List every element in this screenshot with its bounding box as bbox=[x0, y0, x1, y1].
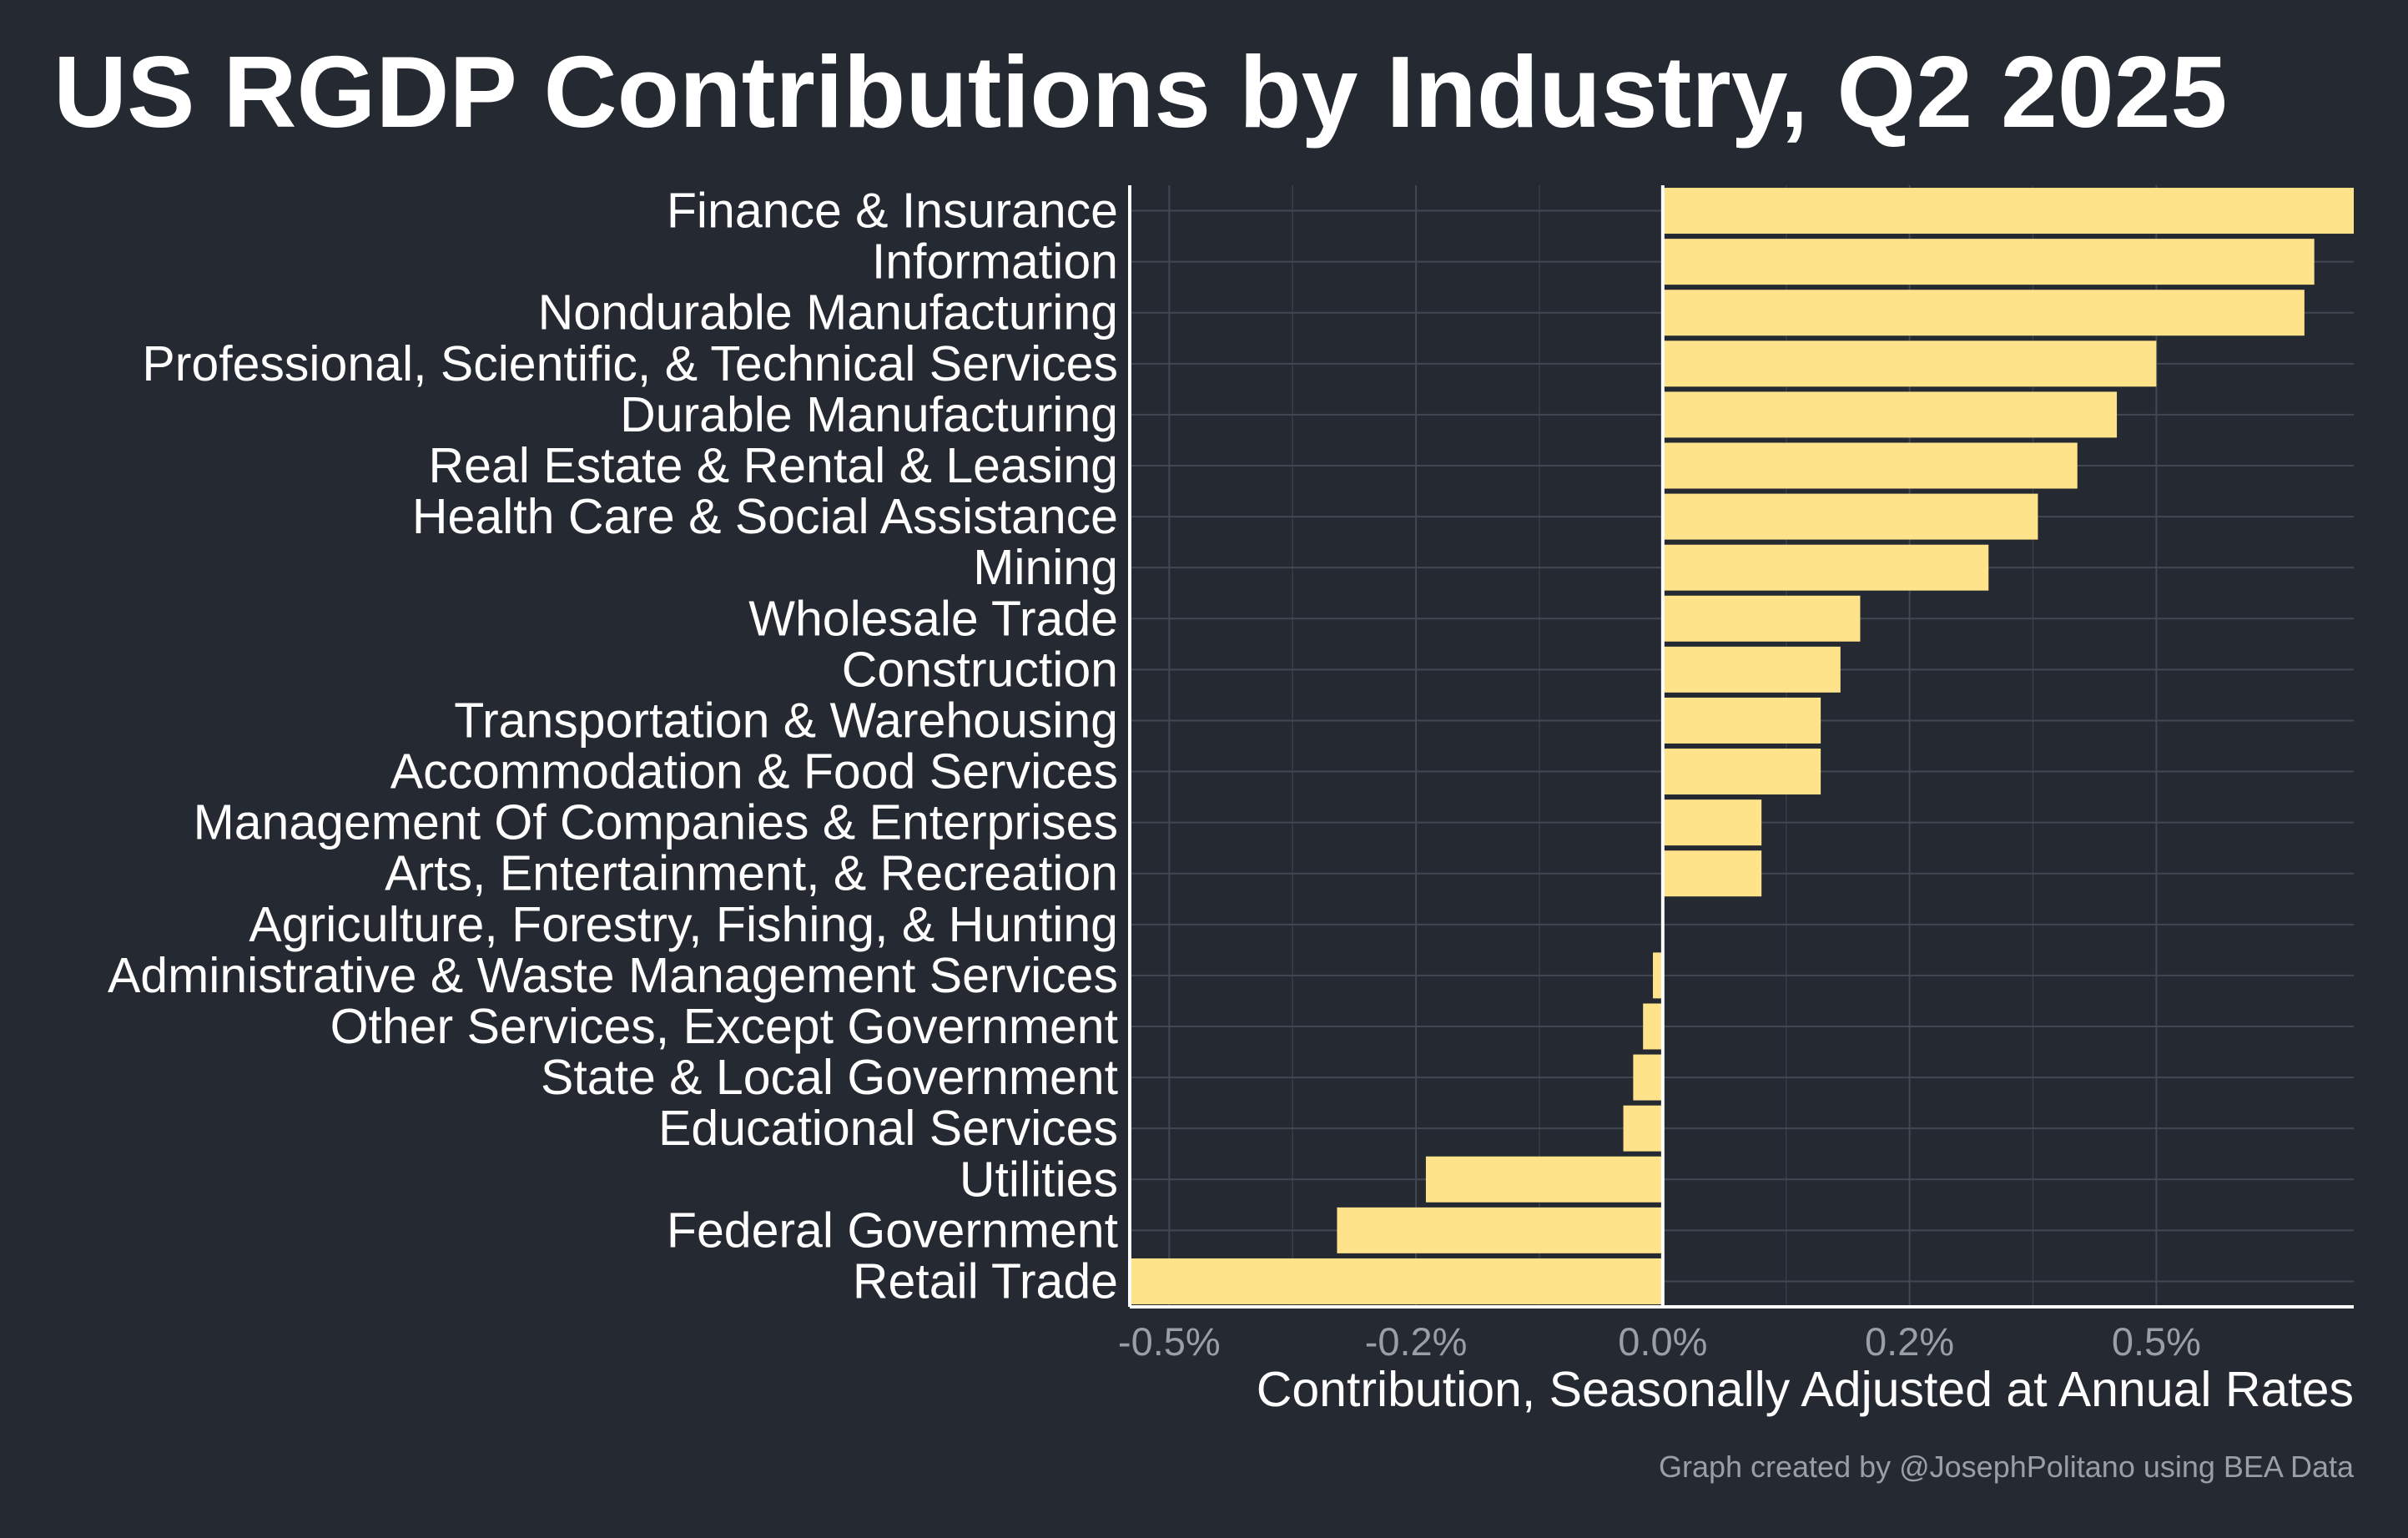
source-caption: Graph created by @JosephPolitano using B… bbox=[1659, 1450, 2355, 1484]
chart-title: US RGDP Contributions by Industry, Q2 20… bbox=[53, 35, 2228, 149]
bar bbox=[1633, 1054, 1663, 1101]
bar bbox=[1643, 1003, 1663, 1050]
category-label: Other Services, Except Government bbox=[330, 999, 1118, 1054]
bar bbox=[1662, 749, 1821, 795]
x-tick-label: -0.5% bbox=[1118, 1319, 1221, 1364]
category-label: Professional, Scientific, & Technical Se… bbox=[142, 336, 1118, 391]
bar bbox=[1662, 544, 1989, 591]
category-labels: Finance & InsuranceInformationNondurable… bbox=[108, 184, 1118, 1309]
category-label: Wholesale Trade bbox=[748, 591, 1118, 646]
category-label: Finance & Insurance bbox=[667, 184, 1118, 239]
category-label: Retail Trade bbox=[853, 1253, 1118, 1309]
bar bbox=[1425, 1156, 1663, 1203]
category-label: Durable Manufacturing bbox=[620, 387, 1118, 442]
bar bbox=[1662, 340, 2157, 387]
bar bbox=[1662, 697, 1821, 744]
bar bbox=[1130, 1258, 1663, 1304]
category-label: Management Of Companies & Enterprises bbox=[194, 795, 1118, 850]
category-label: Mining bbox=[973, 540, 1118, 595]
category-label: Arts, Entertainment, & Recreation bbox=[385, 846, 1118, 901]
bar bbox=[1662, 493, 2038, 540]
x-axis-title: Contribution, Seasonally Adjusted at Ann… bbox=[1257, 1362, 2354, 1417]
bar bbox=[1662, 188, 2354, 234]
bar bbox=[1662, 850, 1762, 897]
x-tick-label: 0.5% bbox=[2112, 1319, 2201, 1364]
bars bbox=[1130, 188, 2354, 1304]
bar bbox=[1662, 646, 1841, 693]
axes bbox=[1128, 185, 2354, 1309]
x-tick-label: 0.2% bbox=[1865, 1319, 1954, 1364]
bar bbox=[1662, 595, 1861, 642]
bar bbox=[1337, 1207, 1663, 1253]
category-label: Utilities bbox=[960, 1152, 1118, 1207]
bar bbox=[1653, 952, 1663, 999]
x-tick-labels: -0.5% -0.2% 0.0% 0.2% 0.5% bbox=[1118, 1319, 2201, 1364]
bar bbox=[1662, 799, 1762, 846]
category-label: Administrative & Waste Management Servic… bbox=[108, 948, 1118, 1003]
x-tick-label: 0.0% bbox=[1618, 1319, 1707, 1364]
category-label: Federal Government bbox=[667, 1203, 1118, 1258]
category-label: Accommodation & Food Services bbox=[390, 744, 1118, 799]
category-label: Health Care & Social Assistance bbox=[412, 489, 1118, 544]
category-label: Agriculture, Forestry, Fishing, & Huntin… bbox=[249, 897, 1118, 952]
bar bbox=[1662, 442, 2078, 489]
category-label: Information bbox=[872, 234, 1118, 290]
bar bbox=[1662, 239, 2315, 285]
category-label: Educational Services bbox=[658, 1101, 1118, 1156]
category-label: State & Local Government bbox=[541, 1050, 1118, 1105]
category-label: Nondurable Manufacturing bbox=[538, 285, 1118, 340]
x-tick-label: -0.2% bbox=[1365, 1319, 1468, 1364]
category-label: Real Estate & Rental & Leasing bbox=[429, 438, 1119, 493]
category-label: Transportation & Warehousing bbox=[454, 693, 1118, 748]
bar bbox=[1623, 1105, 1663, 1152]
bar bbox=[1662, 391, 2118, 438]
category-label: Construction bbox=[842, 642, 1118, 697]
bar bbox=[1662, 290, 2305, 336]
